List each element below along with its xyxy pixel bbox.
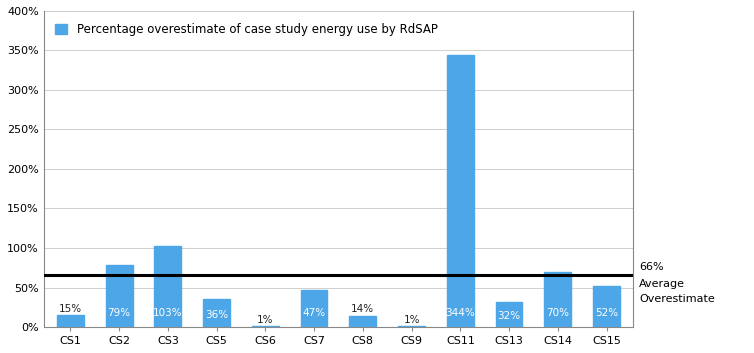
Text: 70%: 70%	[547, 307, 569, 318]
Bar	[544, 272, 572, 327]
Bar	[349, 316, 376, 327]
Bar	[252, 326, 279, 327]
Text: 32%: 32%	[498, 311, 520, 321]
Text: 47%: 47%	[302, 308, 326, 318]
Text: 66%: 66%	[639, 262, 664, 272]
Bar	[155, 246, 181, 327]
Text: 344%: 344%	[446, 307, 475, 318]
Text: Overestimate: Overestimate	[639, 294, 715, 304]
Bar	[203, 299, 230, 327]
Bar	[593, 286, 620, 327]
Text: 79%: 79%	[108, 307, 130, 318]
Text: 14%: 14%	[351, 304, 375, 315]
Bar	[447, 55, 474, 327]
Text: Average: Average	[639, 279, 685, 289]
Text: 15%: 15%	[59, 304, 82, 313]
Bar	[398, 326, 425, 327]
Bar	[57, 315, 84, 327]
Legend: Percentage overestimate of case study energy use by RdSAP: Percentage overestimate of case study en…	[50, 17, 443, 42]
Bar	[301, 290, 327, 327]
Text: 52%: 52%	[595, 307, 618, 318]
Bar	[106, 265, 133, 327]
Text: 103%: 103%	[153, 307, 182, 318]
Text: 1%: 1%	[257, 315, 274, 325]
Text: 1%: 1%	[403, 315, 420, 325]
Bar	[495, 302, 523, 327]
Text: 36%: 36%	[205, 310, 228, 320]
